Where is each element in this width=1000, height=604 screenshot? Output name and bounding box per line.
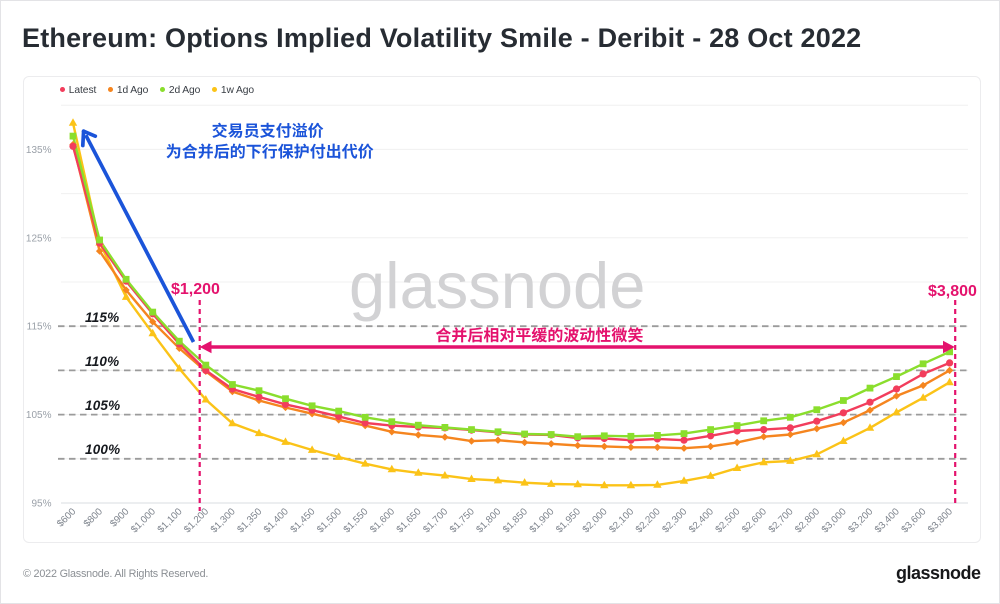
svg-text:$2,500: $2,500 bbox=[713, 506, 742, 535]
svg-text:$800: $800 bbox=[82, 506, 106, 530]
svg-text:$3,000: $3,000 bbox=[820, 506, 849, 535]
svg-text:$3,600: $3,600 bbox=[899, 506, 928, 535]
svg-text:$1,200: $1,200 bbox=[182, 506, 211, 535]
svg-text:$1,450: $1,450 bbox=[288, 506, 317, 535]
svg-text:$2,400: $2,400 bbox=[687, 506, 716, 535]
svg-text:$2,800: $2,800 bbox=[793, 506, 822, 535]
svg-text:135%: 135% bbox=[26, 145, 52, 156]
svg-text:$1,900: $1,900 bbox=[528, 506, 557, 535]
svg-text:$1,800: $1,800 bbox=[474, 506, 503, 535]
svg-text:125%: 125% bbox=[26, 233, 52, 244]
svg-text:115%: 115% bbox=[27, 322, 52, 333]
svg-text:$2,200: $2,200 bbox=[634, 506, 663, 535]
svg-text:$1,100: $1,100 bbox=[156, 506, 185, 535]
svg-text:$1,700: $1,700 bbox=[421, 506, 450, 535]
svg-text:105%: 105% bbox=[26, 410, 52, 421]
svg-text:$1,950: $1,950 bbox=[554, 506, 583, 535]
svg-text:$1,350: $1,350 bbox=[235, 506, 264, 535]
svg-text:$1,650: $1,650 bbox=[395, 506, 424, 535]
svg-text:$1,750: $1,750 bbox=[448, 506, 477, 535]
svg-text:$3,400: $3,400 bbox=[873, 506, 902, 535]
svg-text:$2,300: $2,300 bbox=[660, 506, 689, 535]
svg-text:$2,000: $2,000 bbox=[581, 506, 610, 535]
svg-text:$1,400: $1,400 bbox=[262, 506, 291, 535]
svg-text:$2,700: $2,700 bbox=[767, 506, 796, 535]
svg-text:$1,500: $1,500 bbox=[315, 506, 344, 535]
svg-text:$1,000: $1,000 bbox=[129, 506, 158, 535]
svg-text:$1,550: $1,550 bbox=[342, 506, 371, 535]
svg-text:$1,850: $1,850 bbox=[501, 506, 530, 535]
svg-text:95%: 95% bbox=[31, 499, 51, 510]
svg-text:$900: $900 bbox=[108, 506, 132, 530]
svg-text:$3,200: $3,200 bbox=[846, 506, 875, 535]
svg-text:$2,100: $2,100 bbox=[607, 506, 636, 535]
svg-text:$1,300: $1,300 bbox=[209, 506, 238, 535]
svg-text:$3,800: $3,800 bbox=[926, 506, 955, 535]
svg-text:$2,600: $2,600 bbox=[740, 506, 769, 535]
svg-text:$600: $600 bbox=[55, 506, 79, 530]
svg-text:$1,600: $1,600 bbox=[368, 506, 397, 535]
